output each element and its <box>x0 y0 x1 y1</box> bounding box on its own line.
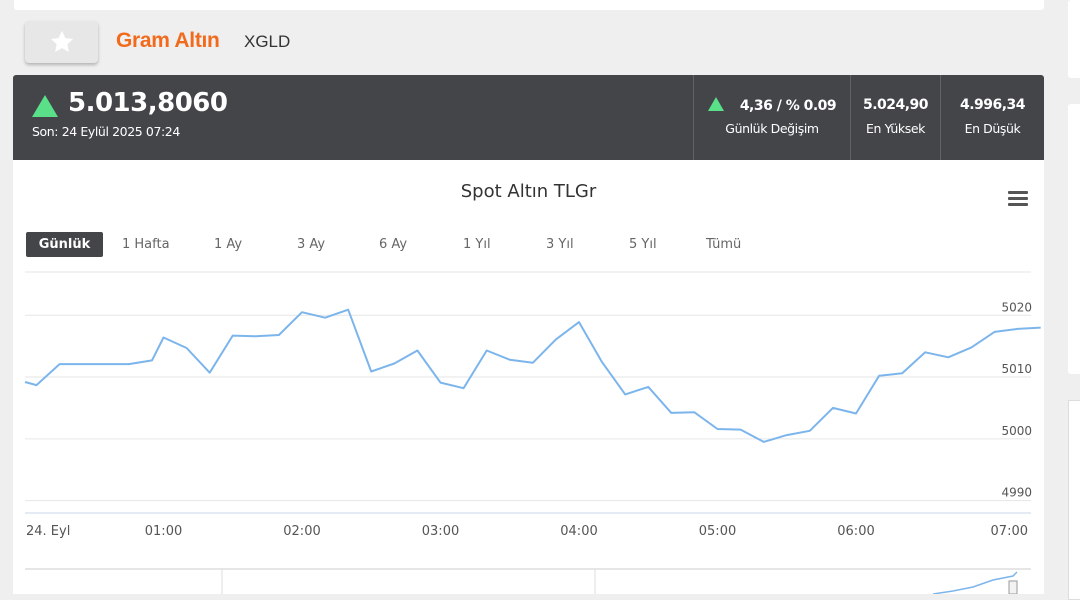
chart-title: Spot Altın TLGr <box>460 181 597 202</box>
star-icon <box>50 30 73 52</box>
range-button-3-yil[interactable]: 3 Yıl <box>546 237 574 252</box>
last-update-time: Son: 24 Eylül 2025 07:24 <box>32 124 180 139</box>
x-tick-label: 01:00 <box>145 524 182 539</box>
high-stat: 5.024,90 En Yüksek <box>850 75 940 160</box>
instrument-title: Gram Altın <box>116 29 220 52</box>
side-panel <box>1068 0 1080 78</box>
low-label: En Düşük <box>964 121 1021 136</box>
range-button-5-yil[interactable]: 5 Yıl <box>629 237 657 252</box>
y-tick-label: 5020 <box>1001 300 1032 314</box>
x-tick-label: 24. Eyl <box>26 524 70 539</box>
x-tick-label: 07:00 <box>991 524 1028 539</box>
high-value: 5.024,90 <box>862 97 929 113</box>
navigator-handle <box>1008 580 1018 594</box>
low-stat: 4.996,34 En Düşük <box>940 75 1044 160</box>
range-button-1-hafta[interactable]: 1 Hafta <box>122 237 170 252</box>
daily-change-value: 4,36 / % 0.09 <box>739 98 837 114</box>
range-button-gunluk[interactable]: Günlük <box>26 232 103 257</box>
range-button-tumu[interactable]: Tümü <box>706 237 742 252</box>
favorite-button[interactable] <box>25 21 98 63</box>
high-label: En Yüksek <box>866 121 925 136</box>
range-button-1-ay[interactable]: 1 Ay <box>214 237 243 252</box>
y-tick-label: 5000 <box>1001 424 1032 438</box>
hamburger-menu-icon[interactable] <box>1008 191 1028 206</box>
x-tick-label: 05:00 <box>699 524 736 539</box>
x-tick-label: 03:00 <box>422 524 459 539</box>
current-price: 5.013,8060 <box>68 88 228 118</box>
instrument-symbol: XGLD <box>244 32 291 51</box>
daily-change-label: Günlük Değişim <box>725 121 819 136</box>
y-tick-label: 4990 <box>1001 486 1032 500</box>
change-up-arrow-icon <box>707 97 724 111</box>
series-line <box>24 308 1041 443</box>
daily-change-stat: 4,36 / % 0.09 Günlük Değişim <box>693 75 850 160</box>
price-chart[interactable]: 4990 5000 5010 5020 24. Eyl 01:00 02:00 03:00 04… <box>13 260 1044 594</box>
side-panel <box>1068 400 1080 600</box>
range-button-6-ay[interactable]: 6 Ay <box>379 237 408 252</box>
chart-card: Spot Altın TLGr Günlük 1 Hafta 1 Ay 3 Ay… <box>13 160 1044 594</box>
low-value: 4.996,34 <box>959 97 1026 113</box>
range-button-1-yil[interactable]: 1 Yıl <box>463 237 491 252</box>
range-button-3-ay[interactable]: 3 Ay <box>297 237 326 252</box>
y-tick-label: 5010 <box>1001 362 1032 376</box>
x-tick-label: 02:00 <box>283 524 320 539</box>
quote-bar: 5.013,8060 Son: 24 Eylül 2025 07:24 4,36… <box>13 75 1044 160</box>
x-tick-label: 06:00 <box>837 524 874 539</box>
navigator-series-line <box>932 571 1018 594</box>
side-panel <box>1068 104 1080 374</box>
top-panel-strip <box>14 0 1044 10</box>
price-up-arrow-icon <box>32 95 58 117</box>
x-tick-label: 04:00 <box>560 524 597 539</box>
